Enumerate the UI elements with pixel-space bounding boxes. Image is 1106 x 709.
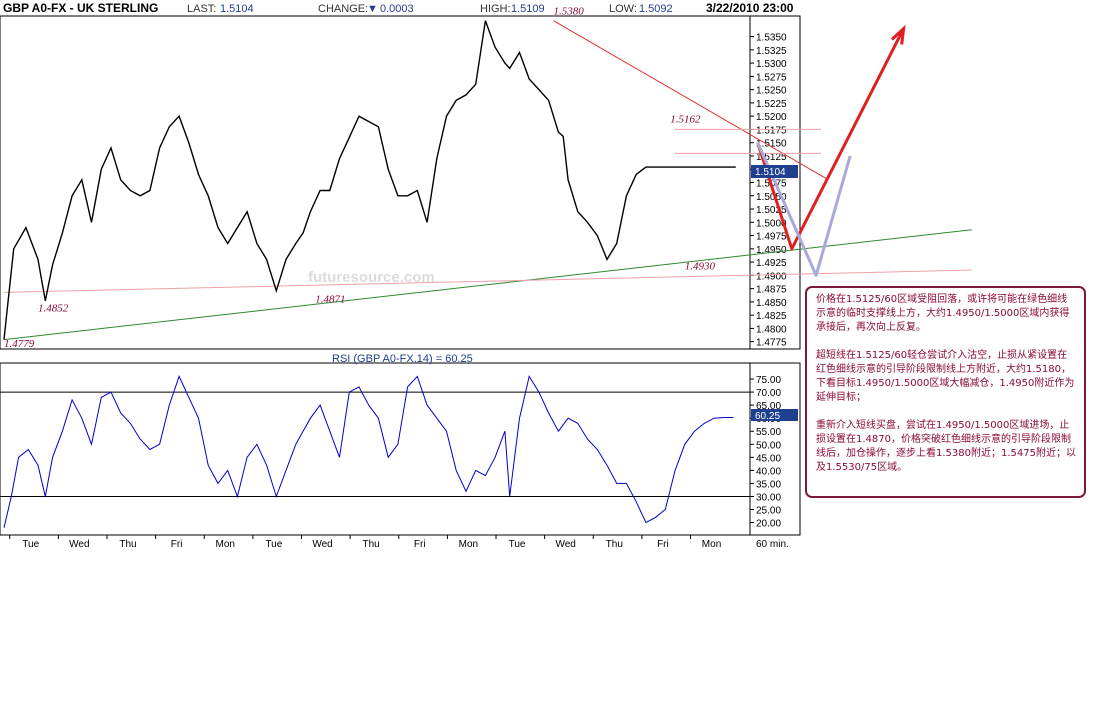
rsi-tick-label: 45.00	[756, 453, 781, 464]
datetime: 3/22/2010 23:00	[706, 1, 794, 15]
change-label: CHANGE:	[318, 3, 368, 15]
price-tick-label: 1.5225	[756, 99, 787, 110]
price-tick-label: 1.5125	[756, 152, 787, 163]
price-annotation: 1.4779	[4, 338, 35, 350]
price-annotations: 1.4779 1.4852 1.4871 1.5380 1.5162 1.4930	[4, 5, 716, 350]
price-tick-label: 1.5175	[756, 125, 787, 136]
rsi-tick-label: 20.00	[756, 519, 781, 530]
comment-paragraph-3: 重新介入短线买盘，尝试在1.4950/1.5000区域进场，止损设置在1.487…	[816, 420, 1076, 473]
price-annotation: 1.5380	[553, 5, 584, 17]
price-tick-label: 1.4950	[756, 245, 787, 256]
analysis-comment-box: 价格在1.5125/60区域受阻回落，或许将可能在绿色细线示意的临时支撑线上方，…	[805, 286, 1086, 498]
price-panel-frame	[0, 15, 801, 350]
price-tick-label: 1.5300	[756, 59, 787, 70]
change-down-icon: ▼	[367, 3, 378, 15]
x-axis-ticks: Tue Wed Thu Fri Mon Tue Wed Thu Fri Mon Tue Wed Thu F…	[9, 535, 789, 550]
price-tick-label: 1.4925	[756, 258, 787, 269]
x-tick-label: Thu	[119, 539, 136, 550]
x-tick-label: Thu	[606, 539, 623, 550]
price-line	[3, 20, 736, 340]
price-annotation: 1.4871	[315, 293, 345, 305]
rsi-tick-label: 40.00	[756, 466, 781, 477]
trendline-support	[3, 229, 972, 341]
price-annotation: 1.4930	[685, 261, 716, 273]
price-tick-label: 1.4775	[756, 338, 787, 349]
comment-paragraph-2: 超短线在1.5125/60轻仓尝试介入沽空，止损从紧设置在红色细线示意的引导阶段…	[816, 350, 1075, 403]
price-tick-label: 1.4800	[756, 324, 787, 335]
trendline-level-1.4900	[3, 269, 972, 293]
price-tick-label: 1.5200	[756, 112, 787, 123]
x-tick-label: Thu	[363, 539, 380, 550]
x-tick-label: Wed	[69, 539, 89, 550]
x-tick-label: Fri	[171, 539, 183, 550]
rsi-last-box	[751, 409, 798, 421]
price-tick-label: 1.4825	[756, 311, 787, 322]
last-label: LAST:	[187, 3, 216, 15]
price-tick-label: 1.5275	[756, 72, 787, 83]
x-tick-label: Mon	[216, 539, 235, 550]
price-tick-label: 1.5000	[756, 218, 787, 229]
x-tick-label: Mon	[702, 539, 721, 550]
high-label: HIGH:	[480, 3, 511, 15]
price-tick-label: 1.5250	[756, 86, 787, 97]
price-tick-label: 1.5025	[756, 205, 787, 216]
rsi-tick-label: 75.00	[756, 375, 781, 386]
last-value: 1.5104	[220, 3, 254, 15]
price-tick-label: 1.4900	[756, 271, 787, 282]
x-tick-label: Tue	[22, 539, 39, 550]
price-y-ticks: 1.5350 1.5325 1.5300 1.5275 1.5250 1.5225 1.52…	[750, 33, 787, 349]
high-value: 1.5109	[511, 3, 545, 15]
comment-paragraph-1: 价格在1.5125/60区域受阻回落，或许将可能在绿色细线示意的临时支撑线上方，…	[816, 294, 1070, 333]
symbol-title: GBP A0-FX - UK STERLING	[3, 1, 158, 15]
low-label: LOW:	[609, 3, 637, 15]
rsi-line	[3, 375, 734, 528]
rsi-title: RSI (GBP A0-FX,14) = 60.25	[332, 353, 473, 365]
price-tick-label: 1.5350	[756, 33, 787, 44]
rsi-tick-label: 30.00	[756, 492, 781, 503]
x-tick-label: Mon	[459, 539, 478, 550]
rsi-tick-label: 70.00	[756, 388, 781, 399]
rsi-series	[3, 375, 734, 528]
price-tick-label: 1.5325	[756, 46, 787, 57]
price-series	[3, 20, 736, 340]
rsi-tick-label: 25.00	[756, 506, 781, 517]
price-tick-label: 1.4975	[756, 232, 787, 243]
x-tick-label: Tue	[509, 539, 526, 550]
price-tick-label: 1.4850	[756, 298, 787, 309]
rsi-tick-label: 65.00	[756, 401, 781, 412]
rsi-tick-label: 35.00	[756, 479, 781, 490]
watermark: futuresource.com	[308, 269, 435, 286]
last-price-label: 1.5104	[755, 167, 786, 178]
trendline-resistance	[553, 20, 827, 179]
forecast-paths	[756, 24, 906, 277]
forecast-alternate	[756, 142, 852, 277]
rsi-tick-label: 50.00	[756, 440, 781, 451]
forecast-primary	[756, 27, 905, 251]
price-annotation: 1.4852	[38, 302, 69, 314]
x-tick-label: Fri	[414, 539, 426, 550]
low-value: 1.5092	[639, 3, 673, 15]
price-tick-label: 1.5050	[756, 192, 787, 203]
rsi-last-label: 60.25	[755, 411, 780, 422]
rsi-panel-frame	[0, 362, 801, 536]
x-tick-label: Wed	[555, 539, 575, 550]
x-tick-label: Tue	[265, 539, 282, 550]
change-value: 0.0003	[380, 3, 414, 15]
header-bar: GBP A0-FX - UK STERLING LAST: 1.5104 CHA…	[3, 1, 794, 15]
price-tick-label: 1.5150	[756, 139, 787, 150]
rsi-y-ticks: 75.0070.0065.0060.0055.0050.0045.0040.00…	[0, 375, 781, 530]
price-tick-label: 1.4875	[756, 285, 787, 296]
x-interval-label: 60 min.	[756, 539, 789, 550]
x-tick-label: Fri	[657, 539, 669, 550]
rsi-tick-label: 55.00	[756, 427, 781, 438]
x-tick-label: Wed	[312, 539, 332, 550]
forecast-arrowhead	[890, 24, 906, 45]
price-annotation: 1.5162	[670, 114, 701, 126]
trendlines	[3, 20, 972, 341]
last-price-box	[751, 165, 798, 178]
